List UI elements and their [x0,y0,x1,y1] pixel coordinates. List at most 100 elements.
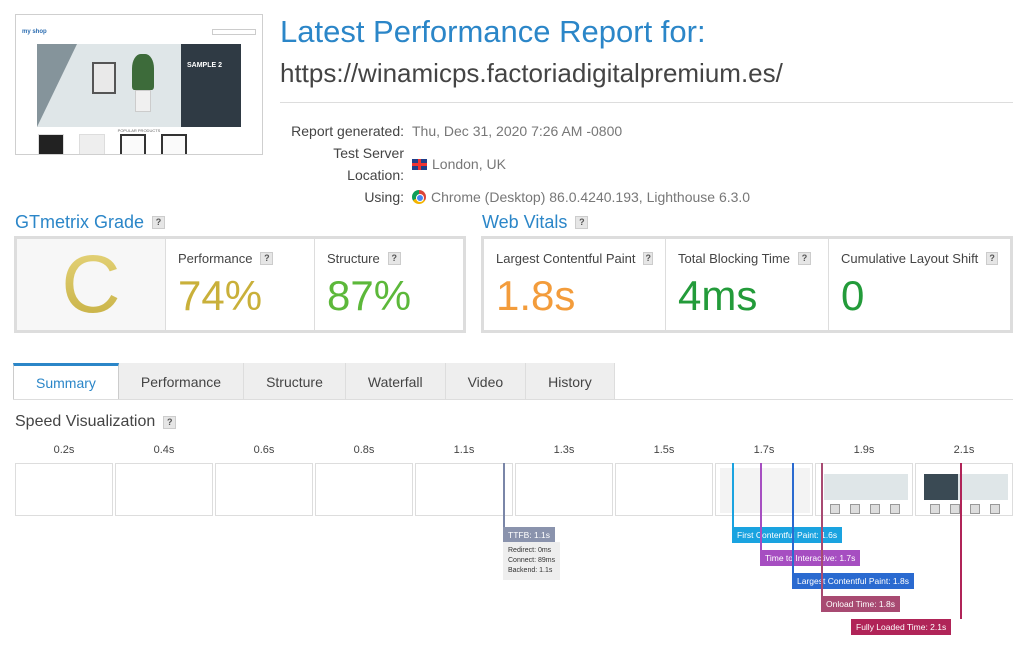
fcp-marker-line [732,463,734,527]
thumb-hero: SAMPLE 2 [37,44,241,127]
report-meta: Report generated: Thu, Dec 31, 2020 7:26… [280,120,750,208]
frame-time-label: 0.8s [353,444,375,456]
tab-waterfall[interactable]: Waterfall [345,363,446,400]
ttfb-redirect: Redirect: 0ms [508,547,552,554]
frame-time-label: 1.1s [453,444,475,456]
filmstrip-frame[interactable] [915,463,1013,516]
tab-performance[interactable]: Performance [118,363,245,400]
frame-time-label: 0.2s [53,444,75,456]
ttfb-breakdown: Redirect: 0ms Connect: 89ms Backend: 1.1… [503,542,561,580]
help-icon[interactable]: ? [643,252,653,265]
ttfb-marker-line [503,463,505,527]
thumb-logo: my shop [22,29,47,35]
fully-loaded-label: Fully Loaded Time: 2.1s [851,619,952,635]
help-icon[interactable]: ? [260,252,274,265]
help-icon[interactable]: ? [152,216,166,229]
filmstrip-frame[interactable] [315,463,413,516]
speed-heading-text: Speed Visualization [15,413,156,430]
filmstrip-frame[interactable] [815,463,913,516]
lcp-marker-label: Largest Contentful Paint: 1.8s [792,573,914,589]
thumb-topbar [16,15,262,25]
vitals-heading-text: Web Vitals [482,212,568,232]
tab-video[interactable]: Video [445,363,527,400]
meta-row-location: Test Server Location: London, UK [280,142,750,186]
vitals-panel: Largest Contentful Paint? 1.8s Total Blo… [481,236,1013,333]
meta-label: Report generated: [291,123,404,139]
tab-history[interactable]: History [526,363,615,400]
meta-value: Chrome (Desktop) 86.0.4240.193, Lighthou… [431,189,751,205]
lcp-value: 1.8s [496,272,576,319]
structure-label: Structure [327,251,380,266]
grade-heading: GTmetrix Grade ? [15,212,166,233]
tbt-value: 4ms [678,272,758,319]
meta-label: Test Server Location: [333,145,404,183]
speed-visualization-heading: Speed Visualization ? [15,413,177,431]
thumb-products [38,134,187,154]
performance-label: Performance [178,251,253,266]
tab-structure[interactable]: Structure [244,363,346,400]
fully-loaded-marker-line [960,463,962,619]
filmstrip-frame[interactable] [15,463,113,516]
ttfb-backend: Backend: 1.1s [508,567,553,574]
report-url[interactable]: https://winamicps.factoriadigitalpremium… [280,58,783,88]
filmstrip-frame[interactable] [615,463,713,516]
cls-metric: Cumulative Layout Shift? 0 [829,239,1010,330]
frame-time-label: 1.5s [653,444,675,456]
ttfb-label: TTFB: 1.1s [503,527,556,543]
vitals-heading: Web Vitals ? [482,212,589,233]
performance-value: 74% [178,272,263,319]
filmstrip-frame[interactable] [215,463,313,516]
help-icon[interactable]: ? [387,252,401,265]
grade-panel: C Performance? 74% Structure? 87% [14,236,466,333]
thumb-nav: my shop [16,25,262,39]
lcp-label: Largest Contentful Paint [496,251,636,266]
thumb-search [212,29,256,35]
frame-time-label: 1.7s [753,444,775,456]
meta-row-generated: Report generated: Thu, Dec 31, 2020 7:26… [280,120,750,142]
lcp-metric: Largest Contentful Paint? 1.8s [484,239,666,330]
thumb-section-title: POPULAR PRODUCTS [117,128,161,133]
tbt-metric: Total Blocking Time? 4ms [666,239,829,330]
grade-letter-box: C [17,239,166,330]
meta-label: Using: [364,189,404,205]
tbt-label: Total Blocking Time [678,251,790,266]
cls-label: Cumulative Layout Shift [841,251,979,266]
tti-label: Time to Interactive: 1.7s [760,550,861,566]
structure-score: Structure? 87% [315,239,463,330]
grade-heading-text: GTmetrix Grade [15,212,145,232]
tab-summary[interactable]: Summary [13,363,119,400]
help-icon[interactable]: ? [575,216,589,229]
meta-row-using: Using: Chrome (Desktop) 86.0.4240.193, L… [280,186,750,208]
onload-marker-line [821,463,823,596]
chrome-icon [412,190,426,204]
cls-value: 0 [841,272,865,319]
ttfb-connect: Connect: 89ms [508,557,556,564]
lcp-marker-line [792,463,794,573]
frame-time-label: 0.4s [153,444,175,456]
grade-letter: C [61,238,121,330]
frame-time-label: 1.9s [853,444,875,456]
filmstrip-frame[interactable] [415,463,513,516]
tti-marker-line [760,463,762,550]
report-tabs: Summary Performance Structure Waterfall … [13,363,615,400]
meta-value: London, UK [432,156,506,172]
tabs-divider [13,399,1013,400]
help-icon[interactable]: ? [986,252,998,265]
help-icon[interactable]: ? [798,252,811,265]
help-icon[interactable]: ? [163,415,177,429]
filmstrip-frame[interactable] [515,463,613,516]
frame-time-label: 1.3s [553,444,575,456]
thumb-hero-text: SAMPLE 2 [181,44,241,127]
filmstrip-frame[interactable] [715,463,813,516]
performance-score: Performance? 74% [166,239,315,330]
frame-time-label: 0.6s [253,444,275,456]
frame-time-label: 2.1s [953,444,975,456]
meta-value: Thu, Dec 31, 2020 7:26 AM -0800 [412,123,623,139]
filmstrip-frame[interactable] [115,463,213,516]
header-divider [280,102,1013,103]
onload-label: Onload Time: 1.8s [821,596,900,612]
uk-flag-icon [412,158,427,170]
site-screenshot-thumbnail[interactable]: my shop SAMPLE 2 POPULAR PRODUCTS [15,14,263,155]
report-title: Latest Performance Report for: [280,14,706,49]
structure-value: 87% [327,272,412,319]
